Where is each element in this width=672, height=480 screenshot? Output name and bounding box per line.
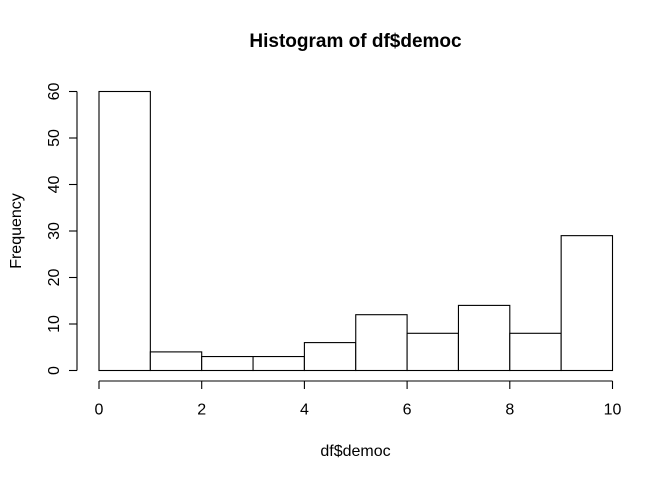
histogram-bar <box>201 355 254 372</box>
x-tick-label: 4 <box>300 402 309 419</box>
plot-title: Histogram of df$democ <box>249 31 462 52</box>
histogram-bar <box>355 314 408 372</box>
y-tick-label: 60 <box>46 83 63 101</box>
histogram-bar <box>457 304 511 372</box>
y-tick-label: 10 <box>46 315 63 333</box>
x-tick-label: 10 <box>604 402 622 419</box>
y-tick-label: 20 <box>46 269 63 287</box>
x-tick-label: 6 <box>403 402 412 419</box>
histogram-bar <box>406 332 460 372</box>
histogram-bar <box>303 342 357 372</box>
y-tick-label: 0 <box>46 366 63 375</box>
bars-layer <box>98 90 614 372</box>
histogram-bar <box>560 235 614 372</box>
histogram-bar <box>509 332 562 372</box>
histogram-bar <box>98 90 151 372</box>
y-axis: 0 10 20 30 40 50 60 <box>46 83 78 375</box>
histogram-bar <box>252 355 305 372</box>
y-tick-label: 40 <box>46 176 63 194</box>
histogram-bar <box>149 351 203 372</box>
x-tick-label: 8 <box>505 402 514 419</box>
x-axis: 0 2 4 6 8 10 <box>95 380 622 419</box>
y-tick-label: 50 <box>46 129 63 147</box>
y-axis-label: Frequency <box>8 193 25 269</box>
y-tick-label: 30 <box>46 222 63 240</box>
x-tick-label: 0 <box>95 402 104 419</box>
x-axis-label: df$democ <box>320 443 390 460</box>
x-tick-label: 2 <box>197 402 206 419</box>
